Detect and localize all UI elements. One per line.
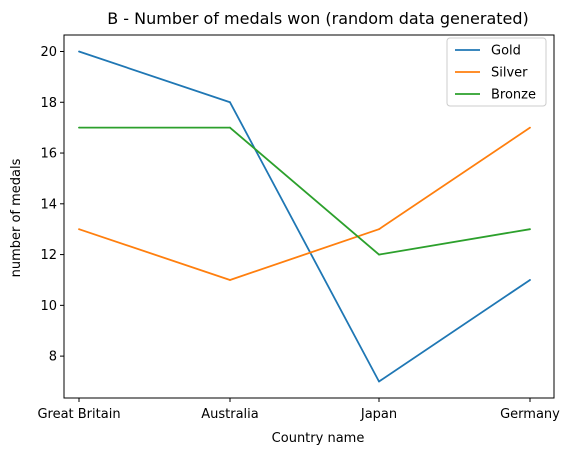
plot-frame (63, 34, 555, 399)
legend-label: Gold (491, 44, 521, 59)
data-point-bronze (229, 126, 231, 129)
y-tick-label: 20 (40, 45, 57, 60)
x-axis-ticks: Great Britain Australia Japan Germany (37, 398, 560, 422)
y-axis-label: number of medals (9, 158, 24, 277)
data-point-gold (229, 101, 231, 104)
data-point-silver (229, 279, 231, 281)
y-tick-label: 18 (40, 96, 57, 111)
data-point-gold (529, 279, 531, 281)
series-line-gold (78, 50, 531, 383)
x-tick-label: Australia (201, 407, 259, 422)
series-layer (78, 50, 531, 383)
data-point-bronze (529, 228, 531, 231)
legend: Gold Silver Bronze (446, 37, 547, 107)
x-tick-label: Germany (500, 407, 560, 422)
series-line-bronze (79, 126, 531, 256)
chart-title: B - Number of medals won (random data ge… (107, 9, 529, 28)
y-tick-label: 14 (40, 197, 57, 212)
legend-box (446, 37, 547, 107)
data-point-silver (529, 126, 531, 129)
x-tick-label: Japan (360, 407, 397, 422)
x-tick-label: Great Britain (37, 407, 120, 422)
y-tick-label: 8 (49, 350, 57, 365)
data-point-silver (378, 228, 380, 231)
y-tick-label: 10 (40, 299, 57, 314)
legend-label: Silver (491, 66, 528, 81)
data-point-gold (378, 380, 380, 383)
data-point-bronze (378, 253, 380, 256)
legend-label: Bronze (491, 88, 536, 103)
data-point-silver (78, 228, 80, 231)
data-point-gold (78, 50, 80, 53)
y-tick-label: 12 (40, 248, 57, 263)
y-axis-ticks: 8 10 12 14 16 18 20 (40, 45, 64, 365)
x-axis-label: Country name (272, 431, 365, 446)
y-tick-label: 16 (40, 147, 57, 162)
data-point-bronze (78, 126, 80, 129)
series-line-silver (78, 126, 531, 281)
